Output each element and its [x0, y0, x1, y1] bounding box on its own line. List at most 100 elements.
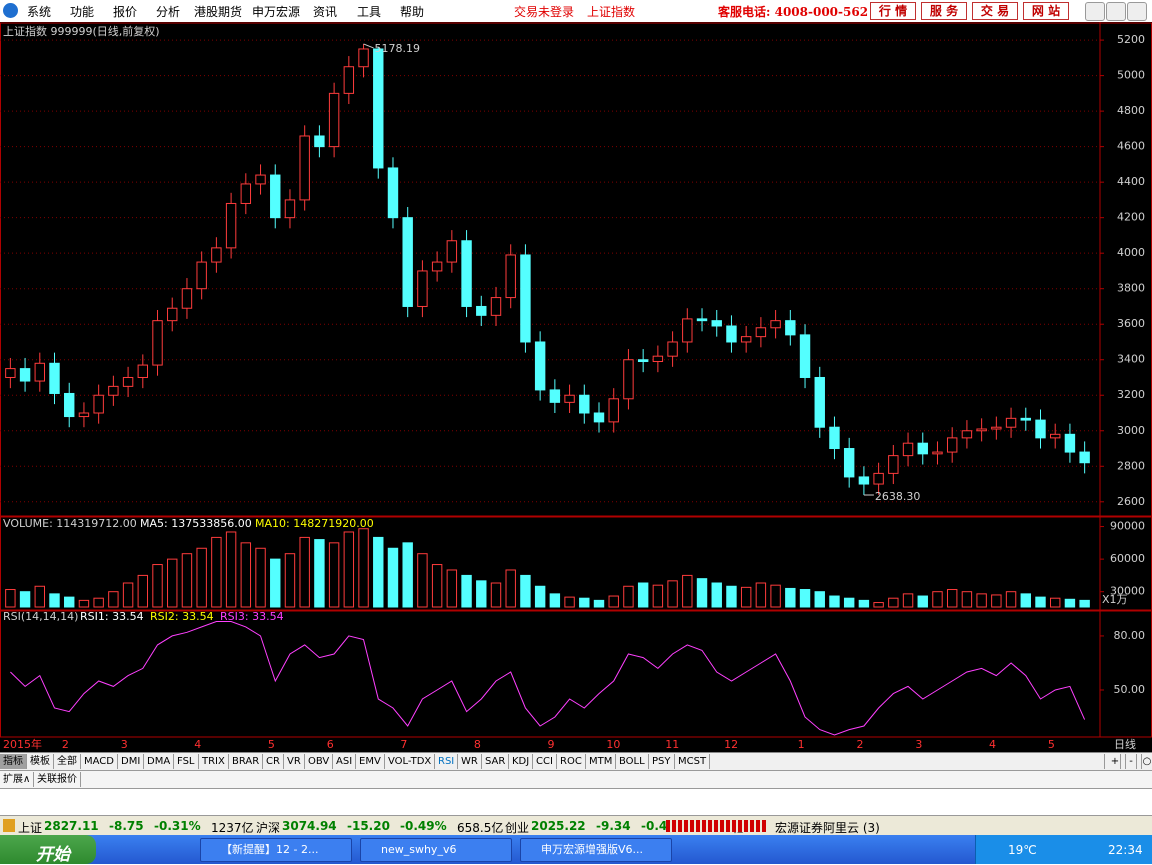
indicator-tab[interactable]: FSL [174, 754, 199, 769]
candle-body [843, 448, 855, 478]
menu-item[interactable]: 申万宏源 [252, 5, 301, 19]
indicator-tab[interactable]: MTM [586, 754, 617, 769]
tab-control[interactable]: + [1104, 754, 1126, 769]
volume-bar [991, 594, 1002, 608]
indicator-tab[interactable]: DMI [118, 754, 145, 769]
indicator-tab[interactable]: BRAR [229, 754, 264, 769]
indicator-tab[interactable]: DMA [144, 754, 175, 769]
volume-bar [122, 582, 134, 608]
volume-bar [1035, 596, 1046, 608]
extra-tabs: 扩展∧ 关联报价 [0, 770, 1152, 789]
task-button[interactable]: new_swhy_v6 [360, 838, 512, 862]
x-tick-label: 1 [798, 738, 805, 751]
volume-bar [343, 531, 355, 608]
extra-tab[interactable]: 扩展∧ [0, 772, 35, 787]
legend-entry: RSI2: 33.54 [150, 610, 214, 623]
extra-tab[interactable]: 关联报价 [34, 772, 81, 787]
volume-bar [755, 582, 767, 608]
indicator-tab[interactable]: TRIX [199, 754, 229, 769]
top-button[interactable]: 网 站 [1023, 2, 1069, 20]
candle-body [991, 426, 1002, 430]
volume-bar [431, 564, 443, 608]
taskbar: 开始 【新提醒】12 - 2... new_swhy_v6 申万宏源增强版V6... 1… [0, 835, 1152, 865]
task-button[interactable]: 申万宏源增强版V6... [520, 838, 672, 862]
indicator-tab[interactable]: SAR [482, 754, 510, 769]
indicator-tab[interactable]: ASI [333, 754, 357, 769]
volume-bar [888, 597, 899, 608]
status-icon [3, 819, 15, 832]
volume-bar [284, 553, 296, 608]
indicator-tab[interactable]: WR [458, 754, 482, 769]
volume-bar [902, 593, 914, 608]
start-button[interactable] [0, 835, 96, 864]
indicator-tab[interactable]: VOL-TDX [385, 754, 436, 769]
volume-bar [917, 595, 928, 608]
menu-item[interactable]: 工具 [357, 5, 382, 19]
restore-button[interactable] [1106, 2, 1126, 21]
volume-bar [932, 591, 943, 608]
rsi-title: RSI(14,14,14) [3, 610, 78, 623]
tab-control[interactable]: - [1120, 754, 1142, 769]
ma-label: MA5: 137533856.00 [140, 517, 252, 530]
menu-item[interactable]: 资讯 [313, 5, 338, 19]
index-link[interactable]: 上证指数 [587, 5, 636, 19]
indicator-tab[interactable]: 模板 [27, 754, 54, 769]
candle-body [785, 320, 796, 336]
volume-bar [137, 574, 149, 608]
menu-item[interactable]: 帮助 [400, 5, 425, 19]
indicator-tab[interactable]: CR [263, 754, 284, 769]
candle-body [167, 307, 178, 322]
indicator-tab[interactable]: VR [284, 754, 305, 769]
y-tick-label: 2600 [1117, 495, 1145, 508]
indicator-tab[interactable]: EMV [356, 754, 385, 769]
menu-item[interactable]: 报价 [113, 5, 138, 19]
indicator-tab[interactable]: KDJ [509, 754, 534, 769]
tab-control[interactable]: ○ [1136, 754, 1152, 769]
volume-bar [402, 542, 413, 608]
close-button[interactable] [1127, 2, 1147, 21]
indicator-tab[interactable]: ROC [557, 754, 586, 769]
start-label[interactable]: 开始 [36, 845, 70, 865]
volume-bar [505, 569, 516, 608]
menu-item[interactable]: 分析 [156, 5, 181, 19]
volume-bar [5, 589, 16, 608]
indicator-tab[interactable]: 全部 [54, 754, 81, 769]
candle-body [284, 199, 296, 219]
menu-item[interactable]: 功能 [70, 5, 95, 19]
volume-bar [534, 585, 546, 608]
x-tick-label: 2 [857, 738, 864, 751]
y-tick-label: 3200 [1117, 388, 1145, 401]
volume-bar [461, 574, 472, 608]
candle-body [137, 364, 149, 378]
indicator-tab[interactable]: RSI [435, 754, 459, 769]
status-item: 3074.94 [282, 819, 337, 833]
indicator-tab[interactable]: CCI [533, 754, 557, 769]
indicator-tab[interactable]: MACD [81, 754, 118, 769]
candle-body [211, 247, 222, 263]
indicator-tab[interactable]: BOLL [616, 754, 649, 769]
menu-item[interactable]: 港股期货 [194, 5, 243, 19]
candle-body [64, 392, 75, 418]
top-button[interactable]: 行 情 [870, 2, 916, 20]
volume-title: VOLUME: 114319712.00 [3, 517, 137, 530]
candle-body [225, 202, 237, 249]
login-status[interactable]: 交易未登录 [514, 5, 575, 19]
candle-body [240, 183, 252, 204]
candle-body [520, 254, 531, 343]
task-button[interactable]: 【新提醒】12 - 2... [200, 838, 352, 862]
volume-bar [785, 587, 796, 608]
menu-item[interactable]: 系统 [27, 5, 52, 19]
chart-area: 上证指数 999999(日线,前复权) 2600 2800 3000 3200 3400 3… [0, 22, 1152, 752]
top-button[interactable]: 服 务 [921, 2, 967, 20]
indicator-tab[interactable]: 指标 [0, 754, 27, 769]
indicator-tab[interactable]: MCST [675, 754, 711, 769]
indicator-tab[interactable]: OBV [305, 754, 334, 769]
indicator-tab[interactable]: PSY [649, 754, 675, 769]
candle-body [446, 240, 458, 263]
candle-body [152, 320, 163, 366]
top-button[interactable]: 交 易 [972, 2, 1018, 20]
minimize-button[interactable] [1085, 2, 1105, 21]
candle-body [5, 368, 16, 378]
